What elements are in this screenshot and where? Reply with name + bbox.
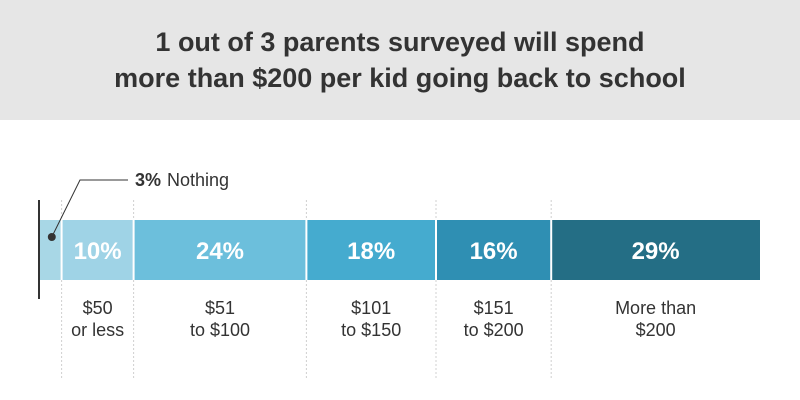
- bar-segment-0: [40, 220, 62, 280]
- bar-segment-2: [133, 220, 307, 280]
- category-label-2: $51 to $100: [190, 298, 250, 340]
- bar-segment-1: [61, 220, 134, 280]
- callout-text: 3% Nothing: [135, 170, 229, 190]
- callout-leader-line: [51, 179, 128, 238]
- bar-segments: [40, 220, 760, 280]
- title-line-1: 1 out of 3 parents surveyed will spend: [155, 27, 645, 57]
- segment-value-label-2: 24%: [196, 238, 244, 265]
- segment-value-label-1: 10%: [74, 238, 122, 265]
- category-label-3: $101 to $150: [341, 298, 401, 340]
- stacked-bar-chart: 10% 24% 18% 16% 29% $50 or less $51 to $100 $101…: [38, 170, 760, 380]
- category-labels: $50 or less $51 to $100 $101 to $150 $151 to $2…: [71, 298, 696, 340]
- bar-segment-4: [436, 220, 552, 280]
- bar-segment-3: [306, 220, 436, 280]
- chart-header: 1 out of 3 parents surveyed will spend m…: [0, 0, 800, 120]
- title-line-2: more than $200 per kid going back to sch…: [114, 63, 686, 93]
- segment-value-label-3: 18%: [347, 238, 395, 265]
- category-label-4: $151 to $200: [464, 298, 524, 340]
- chart-title: 1 out of 3 parents surveyed will spend m…: [114, 24, 686, 96]
- segment-value-label-5: 29%: [632, 238, 680, 265]
- callout-value: 3%: [135, 170, 161, 190]
- segment-value-label-4: 16%: [470, 238, 518, 265]
- nothing-callout: 3% Nothing: [47, 170, 229, 241]
- category-label-5: More than $200: [615, 298, 696, 340]
- bar-segment-5: [551, 220, 760, 280]
- category-label-1: $50 or less: [71, 298, 124, 340]
- segment-value-labels: 10% 24% 18% 16% 29%: [74, 238, 680, 265]
- callout-label: Nothing: [167, 170, 229, 190]
